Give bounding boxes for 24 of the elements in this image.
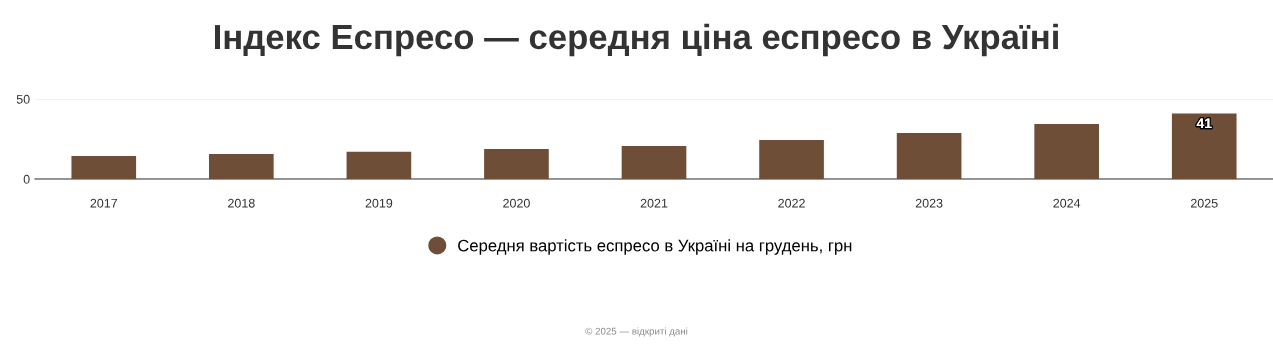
x-tick-label: 2023 <box>915 198 943 208</box>
bar <box>621 146 687 179</box>
bar <box>484 148 549 179</box>
bar <box>1171 113 1237 179</box>
bar <box>71 155 137 179</box>
bar <box>1034 123 1099 179</box>
x-tick-label: 2021 <box>640 198 668 208</box>
text: © 2025 — відкриті дані <box>585 327 688 337</box>
x-tick-label: 2024 <box>1053 198 1081 208</box>
x-tick-label: 2017 <box>90 198 118 208</box>
x-tick-label: 2020 <box>503 198 530 208</box>
x-tick-label: 2019 <box>365 198 393 208</box>
y-tick-label: 0 <box>23 174 30 184</box>
data-label: 41 <box>1196 118 1212 129</box>
bar <box>209 154 274 179</box>
x-tick-label: 2022 <box>778 198 805 208</box>
x-tick-label: 2018 <box>228 198 255 208</box>
bar <box>346 151 412 179</box>
y-tick-label: 50 <box>16 94 30 104</box>
chart-title: Індекс Еспресо — середня ціна еспресо в Україні <box>214 23 1058 57</box>
legend-label: Середня вартість еспресо в Україні на грудень, грн <box>458 239 852 255</box>
bar <box>896 132 962 179</box>
x-tick-label: 2025 <box>1190 198 1218 208</box>
bar <box>759 139 824 179</box>
